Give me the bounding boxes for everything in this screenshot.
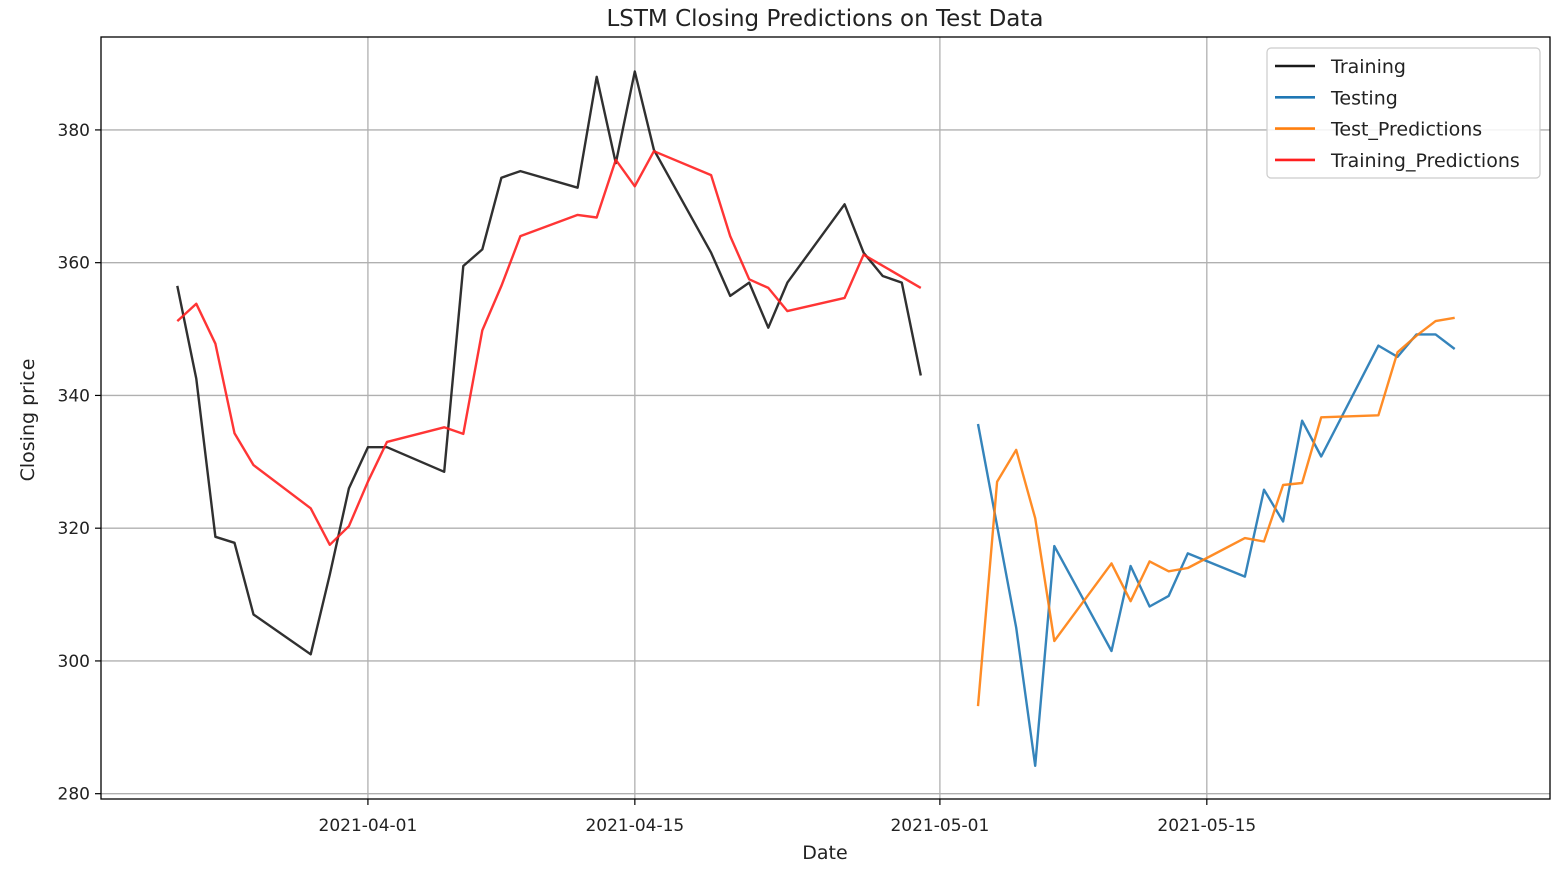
legend: Training Testing Test_Predictions Training_… xyxy=(1266,47,1541,179)
y-tick-label: 300 xyxy=(58,652,90,672)
x-axis-ticks: 2021-04-01 2021-04-15 2021-05-01 2021-05-15 xyxy=(319,799,1256,836)
plot-border xyxy=(100,36,1551,800)
y-axis-label: Closing price xyxy=(17,359,39,482)
y-tick-label: 360 xyxy=(58,254,90,274)
x-tick-label: 2021-04-15 xyxy=(585,816,684,836)
series-line-training xyxy=(176,70,922,656)
legend-label: Training_Predictions xyxy=(1330,150,1520,172)
x-tick-label: 2021-05-15 xyxy=(1157,816,1256,836)
y-tick-label: 320 xyxy=(58,519,90,539)
series-line-test-predictions xyxy=(976,316,1455,707)
series-lines xyxy=(176,70,1456,767)
y-axis-ticks: 280 300 320 340 360 380 xyxy=(58,121,101,805)
legend-label: Training xyxy=(1330,56,1406,78)
series-line-training-predictions xyxy=(176,150,922,546)
chart-title: LSTM Closing Predictions on Test Data xyxy=(606,6,1043,32)
legend-box xyxy=(1266,47,1541,179)
x-axis-label: Date xyxy=(802,842,847,864)
y-tick-label: 280 xyxy=(58,785,90,805)
x-tick-label: 2021-05-01 xyxy=(890,816,989,836)
y-tick-label: 380 xyxy=(58,121,90,141)
series-line-testing xyxy=(976,333,1456,767)
legend-label: Test_Predictions xyxy=(1330,119,1482,141)
y-tick-label: 340 xyxy=(58,386,90,406)
legend-label: Testing xyxy=(1330,87,1398,109)
x-tick-label: 2021-04-01 xyxy=(319,816,418,836)
